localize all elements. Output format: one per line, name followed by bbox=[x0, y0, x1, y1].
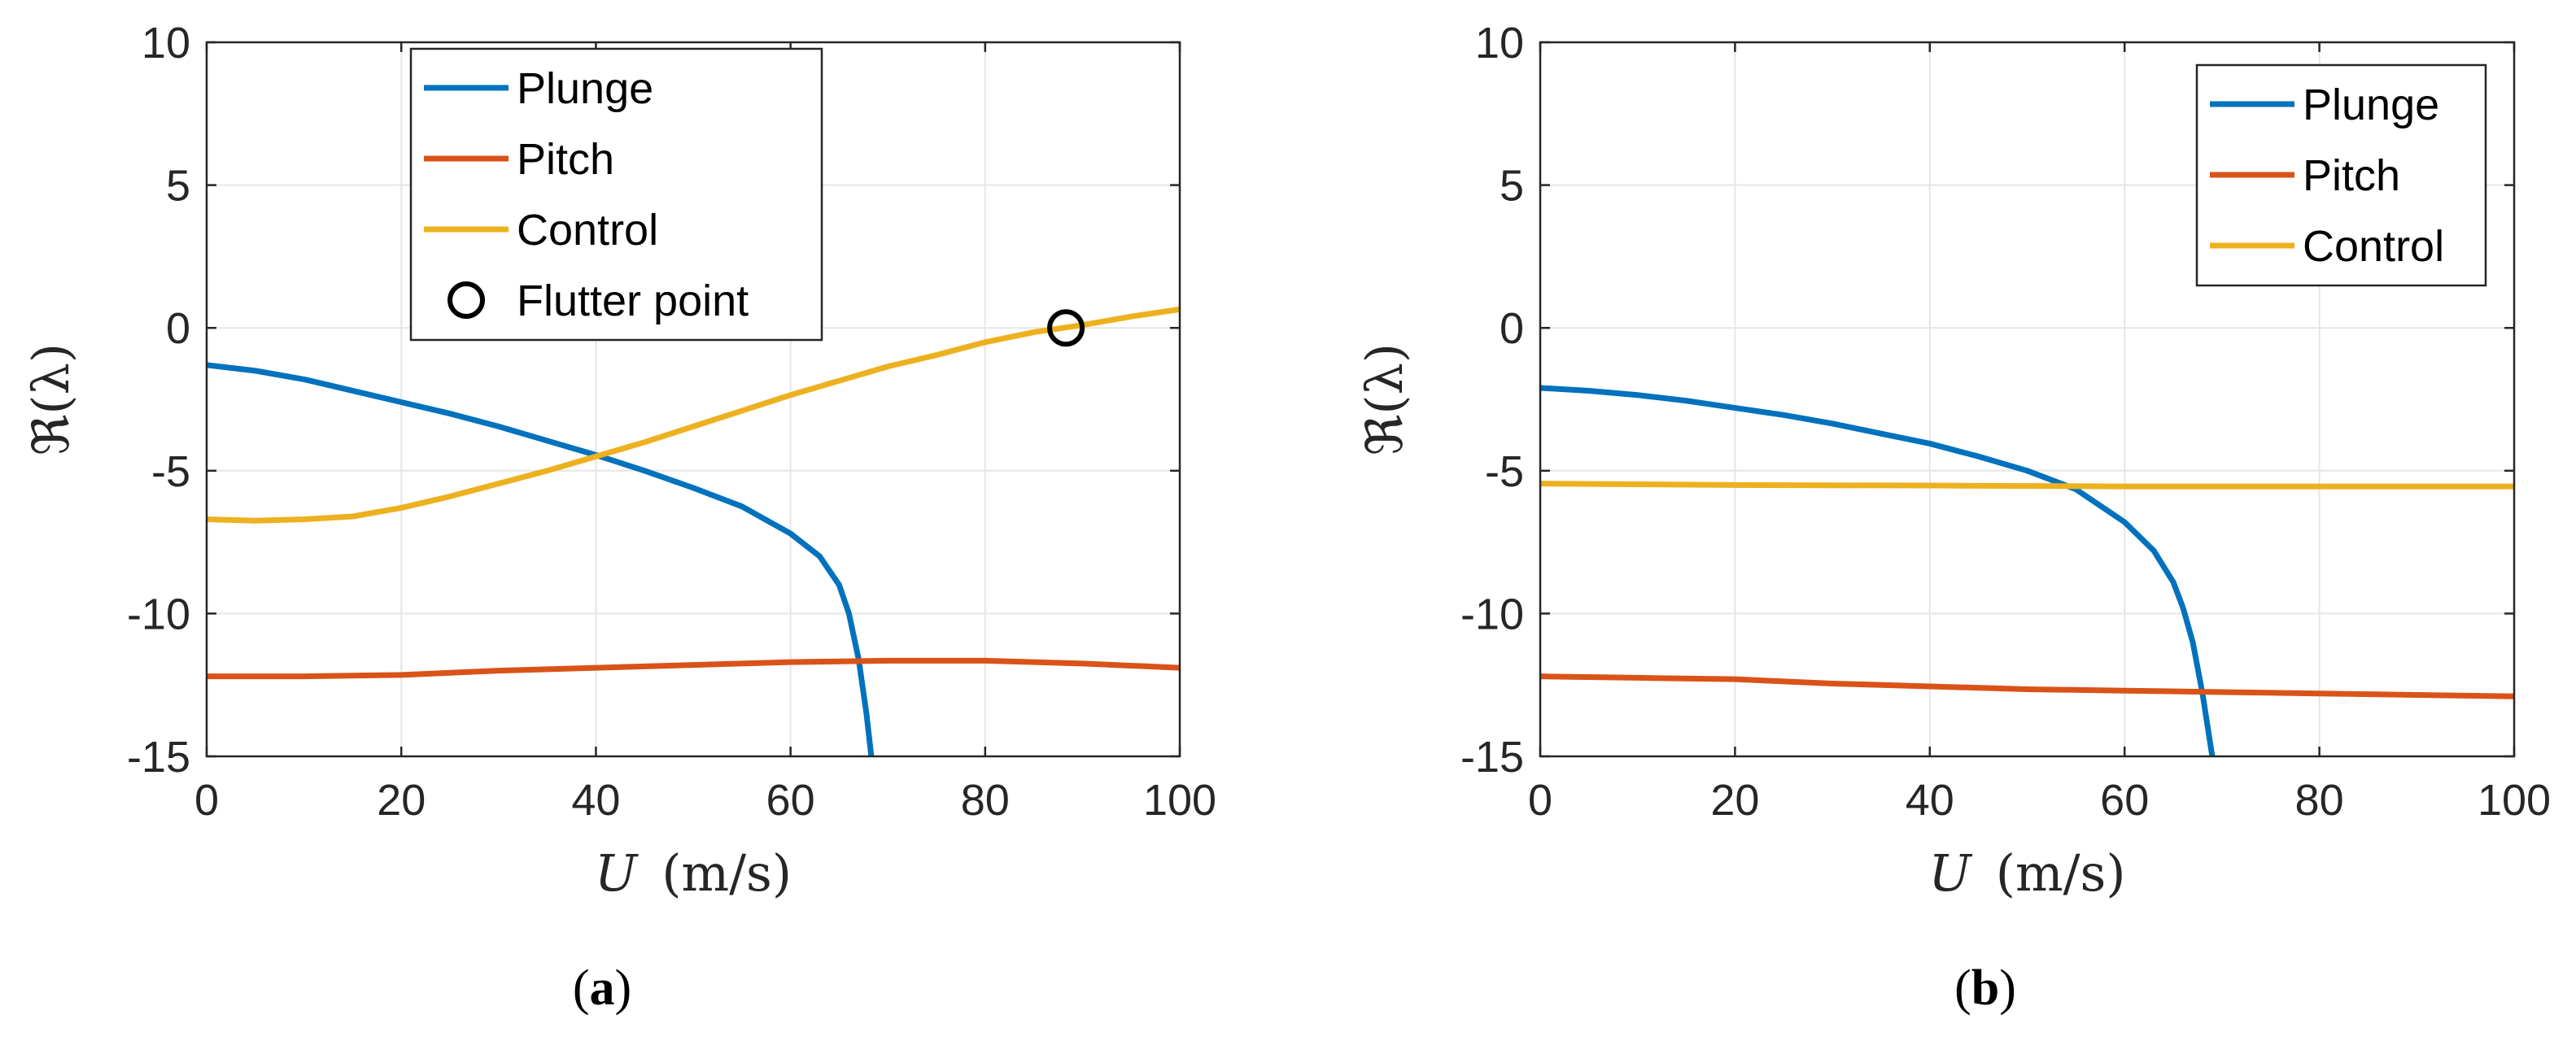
panel-label-close: ) bbox=[1999, 960, 2016, 1016]
series-group bbox=[1540, 385, 2514, 756]
x-tick-label: 100 bbox=[2478, 776, 2551, 825]
plot-a: 0 20 40 60 80 100 10 5 0 -5 -10 -15 U (m/s) ℜ(λ) Plunge… bbox=[21, 19, 1216, 1016]
series-line-control bbox=[1540, 481, 2514, 490]
legend: Plunge Pitch Control Flutter point bbox=[409, 47, 823, 342]
x-tick-label: 60 bbox=[2100, 776, 2149, 825]
axes-box bbox=[205, 41, 1181, 758]
x-axis-label: U (m/s) bbox=[595, 843, 792, 903]
panel-label: (a) bbox=[573, 960, 631, 1016]
x-tick-label: 0 bbox=[194, 776, 219, 825]
x-tick-label: 60 bbox=[766, 776, 815, 825]
x-tick-label: 40 bbox=[1906, 776, 1954, 825]
legend-label-pitch: Pitch bbox=[517, 135, 614, 184]
series-line-plunge bbox=[207, 362, 875, 756]
x-tick-label: 0 bbox=[1528, 776, 1552, 825]
x-axis-label: U (m/s) bbox=[1928, 843, 2125, 903]
x-tick-label: 40 bbox=[571, 776, 620, 825]
y-tick-label: 5 bbox=[166, 162, 190, 211]
x-tick-label: 100 bbox=[1143, 776, 1216, 825]
x-tick-label: 80 bbox=[2295, 776, 2344, 825]
y-tick-label: 0 bbox=[1500, 304, 1524, 353]
panel-label-open: ( bbox=[1954, 960, 1971, 1016]
x-axis-unit: (m/s) bbox=[661, 843, 792, 903]
x-tick-label: 20 bbox=[1710, 776, 1759, 825]
x-axis-variable: U bbox=[1928, 843, 1972, 903]
legend-label-plunge: Plunge bbox=[517, 64, 653, 113]
y-tick-label: 0 bbox=[166, 304, 190, 353]
series-group bbox=[207, 306, 1180, 756]
y-axis-label: ℜ(λ) bbox=[1355, 343, 1414, 455]
panel-label-letter: b bbox=[1971, 960, 1999, 1016]
x-axis-unit: (m/s) bbox=[1996, 843, 2126, 903]
y-tick-label: -15 bbox=[1460, 733, 1524, 782]
y-tick-label: -5 bbox=[1485, 447, 1524, 496]
x-tick-label: 80 bbox=[961, 776, 1010, 825]
y-tick-label: 5 bbox=[1500, 162, 1524, 211]
y-tick-label: 10 bbox=[142, 19, 190, 68]
y-tick-label: -10 bbox=[1460, 590, 1524, 638]
y-axis-label: ℜ(λ) bbox=[21, 343, 81, 455]
x-tick-label: 20 bbox=[377, 776, 426, 825]
panel-label-letter: a bbox=[590, 960, 615, 1016]
panel-label-close: ) bbox=[615, 960, 632, 1016]
series-line-control bbox=[207, 306, 1180, 524]
legend-label-pitch: Pitch bbox=[2303, 151, 2400, 200]
legend: Plunge Pitch Control bbox=[2195, 63, 2487, 287]
legend-label-flutter-point: Flutter point bbox=[517, 277, 749, 325]
y-tick-label: -10 bbox=[127, 590, 190, 638]
series-line-plunge bbox=[1540, 385, 2216, 756]
legend-label-plunge: Plunge bbox=[2303, 81, 2439, 129]
legend-label-control: Control bbox=[517, 206, 658, 255]
legend-label-control: Control bbox=[2303, 222, 2444, 271]
x-axis-variable: U bbox=[595, 843, 639, 903]
plot-b: 0 20 40 60 80 100 10 5 0 -5 -10 -15 U (m/s) ℜ(λ) Plunge… bbox=[1355, 19, 2551, 1016]
y-tick-label: -5 bbox=[151, 447, 190, 496]
legend-swatch-flutter-point bbox=[448, 281, 485, 319]
y-tick-label: 10 bbox=[1475, 19, 1524, 68]
panel-label-open: ( bbox=[573, 960, 590, 1016]
axes-box bbox=[1539, 41, 2516, 758]
y-tick-label: -15 bbox=[127, 733, 190, 782]
series-line-pitch bbox=[207, 657, 1180, 680]
series-line-pitch bbox=[1540, 673, 2514, 699]
flutter-point-marker bbox=[1047, 309, 1085, 347]
panel-label: (b) bbox=[1954, 960, 2016, 1016]
